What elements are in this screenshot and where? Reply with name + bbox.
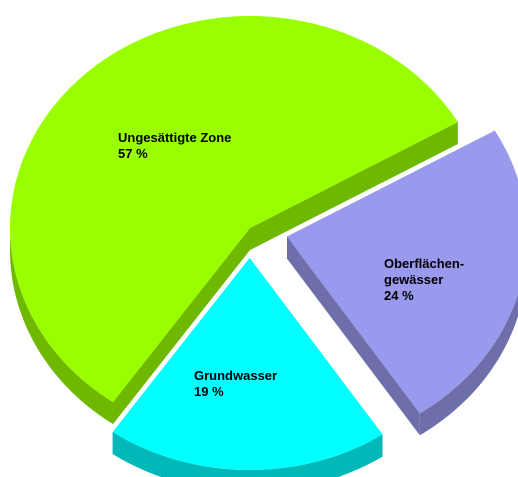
category-label: Ungesättigte Zone bbox=[118, 130, 232, 145]
slice-label: Grundwasser 19 % bbox=[194, 368, 277, 400]
slice-label: Oberflächen- gewässer 24 % bbox=[384, 256, 464, 304]
slice-label: Ungesättigte Zone 57 % bbox=[118, 130, 231, 162]
value-label: 24 % bbox=[384, 288, 414, 303]
category-label: Oberflächen- gewässer bbox=[384, 256, 465, 287]
slice-wall bbox=[250, 122, 458, 250]
slice-side bbox=[419, 294, 518, 436]
slice-side bbox=[112, 432, 383, 477]
slice bbox=[112, 257, 383, 470]
slice-side bbox=[10, 228, 114, 425]
slice-wall bbox=[113, 228, 250, 425]
value-label: 19 % bbox=[194, 384, 224, 399]
category-label: Grundwasser bbox=[194, 368, 278, 383]
slice bbox=[10, 16, 458, 403]
slice-wall bbox=[286, 236, 420, 436]
value-label: 57 % bbox=[118, 146, 148, 161]
slice bbox=[286, 130, 518, 414]
